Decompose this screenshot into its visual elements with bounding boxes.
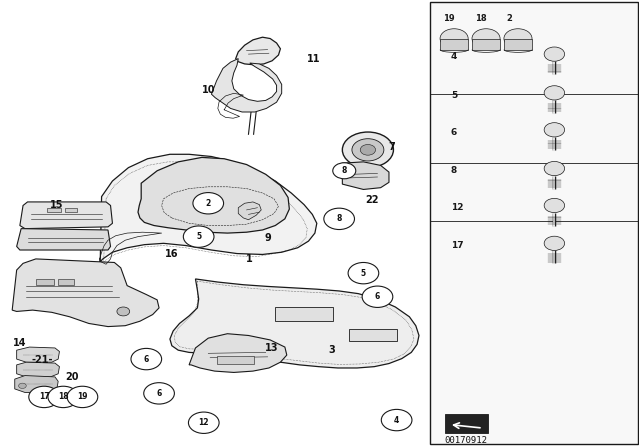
Text: 6: 6 <box>156 389 162 398</box>
Polygon shape <box>12 259 159 327</box>
Text: 22: 22 <box>365 195 379 205</box>
Polygon shape <box>15 375 58 392</box>
Text: 19: 19 <box>77 392 88 401</box>
Text: 15: 15 <box>50 201 63 211</box>
Polygon shape <box>189 334 287 372</box>
Circle shape <box>544 198 564 213</box>
Circle shape <box>48 386 79 408</box>
Polygon shape <box>17 347 60 362</box>
Text: 1: 1 <box>246 254 253 264</box>
Text: 12: 12 <box>451 203 463 212</box>
Circle shape <box>144 383 174 404</box>
Circle shape <box>188 412 219 433</box>
Circle shape <box>342 132 394 168</box>
Text: 17: 17 <box>39 392 49 401</box>
Polygon shape <box>342 162 389 190</box>
Text: 8: 8 <box>337 214 342 224</box>
Circle shape <box>29 386 60 408</box>
Text: 13: 13 <box>265 343 278 353</box>
Polygon shape <box>20 202 113 228</box>
Circle shape <box>544 47 564 61</box>
Text: 10: 10 <box>202 85 215 95</box>
Text: 7: 7 <box>388 142 395 152</box>
Text: 5: 5 <box>361 269 366 278</box>
Text: 5: 5 <box>196 232 201 241</box>
Text: 3: 3 <box>328 345 335 355</box>
Circle shape <box>440 29 468 48</box>
Text: 18: 18 <box>58 392 68 401</box>
Text: 12: 12 <box>198 418 209 427</box>
Polygon shape <box>17 362 60 377</box>
Bar <box>58 280 74 285</box>
Text: 14: 14 <box>13 339 27 349</box>
Polygon shape <box>211 59 282 112</box>
Bar <box>472 39 500 50</box>
Bar <box>445 414 488 432</box>
Circle shape <box>324 208 355 229</box>
Circle shape <box>19 383 26 388</box>
Text: 16: 16 <box>165 249 179 258</box>
Circle shape <box>117 307 130 316</box>
Bar <box>440 39 468 50</box>
Circle shape <box>360 145 376 155</box>
Text: 6: 6 <box>451 128 457 137</box>
Bar <box>275 307 333 321</box>
Text: 20: 20 <box>65 372 79 382</box>
Text: 8: 8 <box>451 166 457 175</box>
Text: 17: 17 <box>451 241 463 250</box>
Text: 4: 4 <box>394 416 399 425</box>
Circle shape <box>67 386 98 408</box>
Polygon shape <box>138 157 289 233</box>
Polygon shape <box>95 154 317 288</box>
Circle shape <box>348 263 379 284</box>
Circle shape <box>544 161 564 176</box>
Bar <box>430 2 638 444</box>
Polygon shape <box>170 279 419 368</box>
Bar <box>36 280 54 285</box>
Polygon shape <box>238 202 261 220</box>
Circle shape <box>193 193 223 214</box>
Polygon shape <box>17 228 111 250</box>
Text: -21-: -21- <box>31 355 53 365</box>
Circle shape <box>362 286 393 307</box>
Text: 00170912: 00170912 <box>445 436 488 445</box>
Circle shape <box>544 123 564 137</box>
Text: 6: 6 <box>143 354 149 364</box>
Bar <box>216 356 253 363</box>
Text: 11: 11 <box>307 54 321 64</box>
Circle shape <box>544 86 564 100</box>
Text: 5: 5 <box>451 90 457 99</box>
Text: 2: 2 <box>506 14 513 23</box>
Bar <box>504 39 532 50</box>
Circle shape <box>333 163 356 179</box>
Circle shape <box>183 226 214 247</box>
Text: 18: 18 <box>474 14 486 23</box>
Circle shape <box>381 409 412 431</box>
Bar <box>47 208 61 212</box>
Bar <box>349 329 397 341</box>
Circle shape <box>131 349 162 370</box>
Text: 6: 6 <box>375 292 380 301</box>
Bar <box>65 208 77 212</box>
Text: 19: 19 <box>443 14 454 23</box>
Text: 2: 2 <box>205 199 211 208</box>
Polygon shape <box>236 37 280 65</box>
Circle shape <box>472 29 500 48</box>
Text: 4: 4 <box>451 52 458 61</box>
Text: 9: 9 <box>264 233 271 242</box>
Circle shape <box>352 139 384 161</box>
Circle shape <box>504 29 532 48</box>
Text: 8: 8 <box>342 166 347 175</box>
Circle shape <box>544 236 564 250</box>
